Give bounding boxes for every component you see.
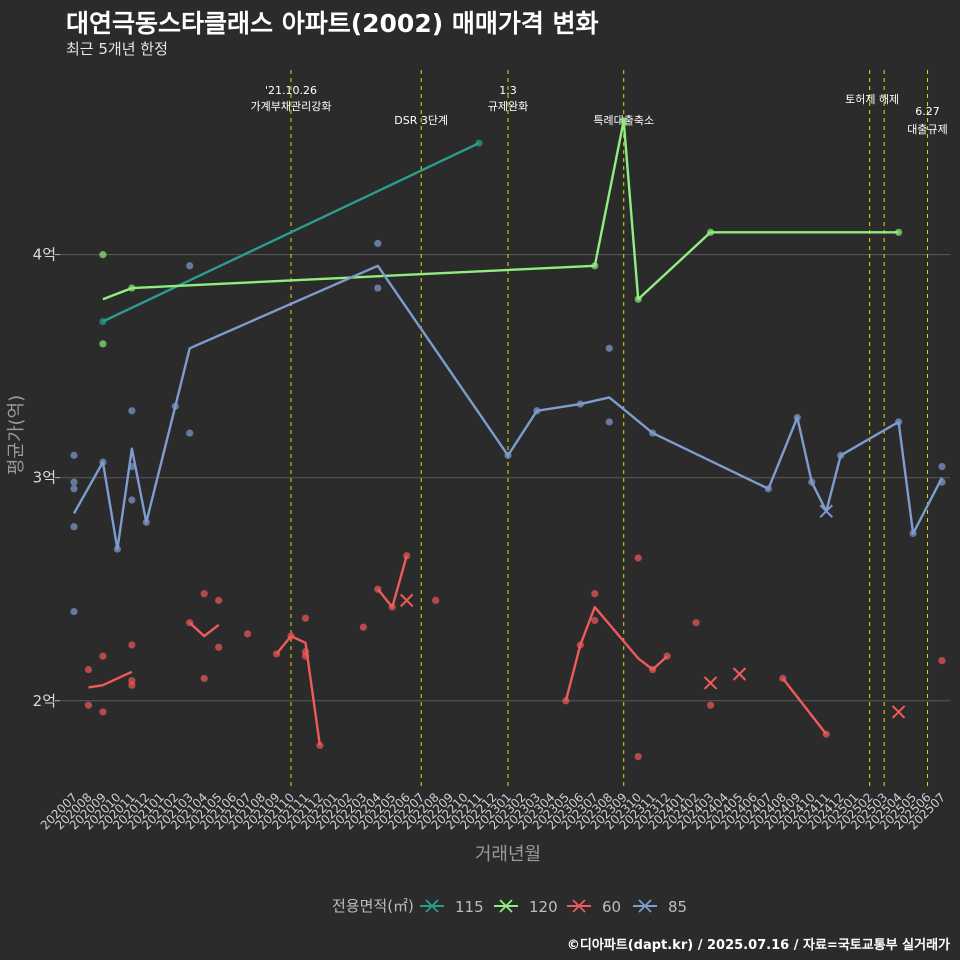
source-caption: ©디아파트(dapt.kr) / 2025.07.16 / 자료=국토교통부 실…	[566, 938, 950, 953]
data-point	[938, 657, 946, 665]
data-point	[374, 284, 382, 292]
data-point	[301, 614, 310, 622]
cross-stroke	[703, 676, 718, 690]
data-point	[70, 478, 78, 486]
legend-swatch-cross	[638, 899, 652, 913]
data-point	[706, 701, 715, 709]
cancelled-deal-marker	[819, 504, 833, 518]
data-point	[244, 630, 252, 638]
data-point	[200, 590, 208, 598]
data-point	[70, 607, 78, 616]
cancelled-deal-marker	[703, 676, 718, 690]
data-point	[634, 554, 642, 562]
series-120	[99, 117, 903, 348]
series-line	[376, 555, 408, 609]
data-point	[605, 344, 613, 352]
data-point	[99, 708, 107, 716]
event-annotation: '21.10.26	[265, 84, 317, 97]
x-axis-ticks: 2020072020082020092020102020112020122021…	[38, 790, 948, 832]
data-point	[99, 340, 107, 348]
legend-label: 115	[455, 898, 484, 916]
series-line	[188, 621, 220, 638]
y-tick-label: 3억	[33, 469, 56, 487]
legend-label: 120	[529, 898, 558, 916]
series-line	[275, 634, 322, 746]
data-point	[128, 681, 136, 689]
legend-title: 전용면적(㎡)	[332, 897, 414, 915]
series-layer	[70, 117, 946, 761]
data-point	[99, 251, 107, 259]
data-point	[70, 485, 78, 493]
cancelled-deal-marker	[732, 667, 747, 681]
data-point	[938, 462, 946, 471]
data-point	[432, 596, 440, 604]
data-point	[200, 674, 208, 683]
legend: 전용면적(㎡) 115 120 60 85	[332, 897, 687, 916]
data-point	[359, 623, 367, 631]
data-point	[128, 496, 136, 504]
data-point	[692, 619, 700, 627]
legend-item-120: 120	[494, 898, 558, 916]
data-point	[215, 596, 223, 604]
data-point	[99, 652, 107, 660]
legend-item-60: 60	[567, 898, 621, 916]
legend-swatch-cross	[425, 899, 439, 913]
y-axis-title: 평균가(억)	[6, 395, 27, 475]
cross-stroke	[400, 593, 414, 608]
legend-item-85: 85	[633, 898, 687, 916]
series-line	[102, 119, 899, 301]
data-point	[186, 429, 194, 437]
x-axis-title: 거래년월	[475, 844, 541, 865]
data-point	[591, 616, 599, 625]
data-point	[374, 239, 382, 248]
data-point	[403, 552, 411, 560]
cross-stroke	[891, 705, 906, 719]
data-point	[70, 451, 78, 459]
legend-item-115: 115	[420, 898, 484, 916]
series-line	[564, 605, 668, 702]
data-point	[634, 752, 642, 761]
grid-layer	[60, 254, 950, 702]
data-point	[84, 701, 93, 709]
legend-swatch-cross	[572, 899, 586, 913]
data-point	[70, 523, 78, 531]
data-point	[591, 590, 599, 598]
event-annotation: DSR 3단계	[394, 114, 448, 127]
chart-title: 대연극동스타클래스 아파트(2002) 매매가격 변화	[66, 9, 599, 38]
event-annotation: 6.27	[915, 105, 940, 118]
event-annotation: 규제완화	[488, 100, 528, 113]
series-85	[70, 239, 946, 616]
series-line	[72, 264, 944, 551]
data-point	[186, 262, 194, 270]
event-annotation: 1.3	[499, 84, 517, 97]
y-tick-label: 4억	[33, 246, 56, 264]
data-point	[215, 643, 223, 651]
series-line	[88, 670, 133, 689]
y-axis-ticks: 2억 3억 4억	[33, 246, 60, 710]
legend-label: 85	[668, 898, 687, 916]
series-60	[84, 552, 946, 761]
cross-stroke	[732, 667, 747, 681]
series-115	[99, 139, 483, 326]
event-annotation: 가계부채관리강화	[251, 100, 332, 113]
data-point	[605, 418, 613, 426]
cancelled-deal-marker	[891, 705, 906, 719]
cancelled-deal-marker	[400, 593, 414, 608]
series-line	[102, 142, 480, 323]
data-point	[84, 665, 93, 674]
y-tick-label: 2억	[33, 692, 56, 710]
data-point	[128, 407, 136, 415]
data-point	[128, 641, 136, 649]
event-annotation: 토허제 해제	[845, 92, 899, 106]
cross-stroke	[819, 504, 833, 518]
event-annotation: 대출규제	[907, 123, 947, 136]
legend-label: 60	[602, 898, 621, 916]
legend-swatch-cross	[499, 899, 513, 913]
series-line	[781, 677, 828, 735]
chart-subtitle: 최근 5개년 한정	[66, 40, 168, 58]
